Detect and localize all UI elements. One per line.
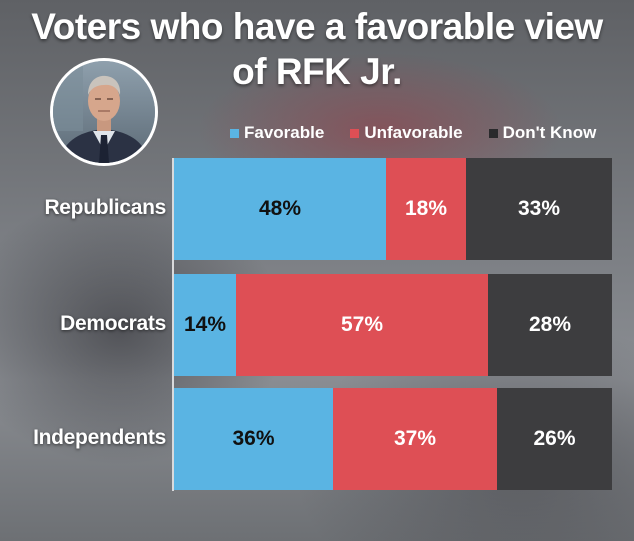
data-label-dk-democrats: 28% [528,313,572,336]
data-label-dk-independents: 26% [533,427,576,450]
bar-fav-independents: 36% [174,388,333,490]
data-label-dk-republicans: 33% [517,197,561,220]
bar-unfav-independents: 37% [333,388,497,490]
legend-item-unfav: Unfavorable [350,123,463,143]
legend-swatch-fav [230,128,239,138]
legend-item-fav: Favorable [230,123,324,143]
portrait-icon [53,61,155,163]
chart-legend: Favorable Unfavorable Don't Know [230,122,596,144]
bar-unfav-republicans: 18% [386,158,466,260]
legend-label-fav: Favorable [244,123,325,142]
category-label-democrats: Democrats [60,312,166,335]
bar-dk-independents: 26% [497,388,612,490]
legend-item-dk: Don't Know [488,123,597,143]
bar-fav-republicans: 48% [174,158,386,260]
bar-fav-democrats: 14% [174,274,236,376]
data-label-unfav-republicans: 18% [404,197,448,220]
chart-title-line-2: of RFK Jr. [232,51,402,92]
data-label-fav-democrats: 14% [183,313,227,336]
bar-row-independents: 36% 37% 26% [174,388,612,490]
category-label-republicans: Republicans [44,196,166,219]
axis-line [172,158,174,491]
bar-row-republicans: 48% 18% 33% [174,158,612,260]
legend-swatch-dk [488,128,498,138]
data-label-fav-republicans: 48% [258,197,302,220]
bar-unfav-democrats: 57% [236,274,488,376]
portrait-photo [50,58,158,166]
chart-title: Voters who have a favorable view of RFK … [0,4,634,94]
legend-label-dk: Don't Know [502,123,597,142]
legend-swatch-unfav [350,128,360,138]
bar-dk-republicans: 33% [466,158,612,260]
chart-title-line-1: Voters who have a favorable view [31,6,603,47]
bar-dk-democrats: 28% [488,274,612,376]
data-label-fav-independents: 36% [232,427,275,450]
data-label-unfav-democrats: 57% [340,313,384,336]
category-label-independents: Independents [33,426,166,449]
legend-label-unfav: Unfavorable [364,123,463,142]
data-label-unfav-independents: 37% [393,427,437,450]
bar-row-democrats: 14% 57% 28% [174,274,612,376]
